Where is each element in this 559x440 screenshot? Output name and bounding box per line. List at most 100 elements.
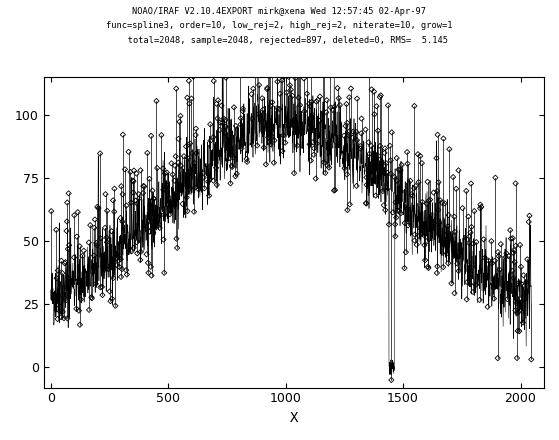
Point [391, 233, 400, 240]
Point [56, 314, 65, 321]
Point [322, 109, 331, 116]
Point [214, 97, 222, 104]
Point [264, 134, 273, 141]
Point [423, 238, 432, 245]
Point [466, 180, 475, 187]
Point [296, 102, 305, 109]
Point [495, 266, 504, 273]
Point [383, 102, 392, 109]
Point [47, 208, 56, 215]
Point [132, 200, 141, 207]
Point [391, 199, 400, 206]
Point [382, 160, 391, 167]
Point [472, 238, 481, 246]
Point [424, 197, 433, 204]
Point [524, 218, 533, 225]
Point [514, 308, 523, 315]
Point [523, 256, 532, 263]
Point [352, 136, 361, 143]
Point [160, 269, 169, 276]
Point [209, 177, 218, 184]
Point [424, 263, 433, 270]
Point [443, 229, 452, 236]
Point [515, 328, 524, 335]
Point [149, 229, 158, 236]
Point [310, 145, 319, 152]
Point [527, 356, 536, 363]
Point [229, 154, 238, 161]
Point [465, 233, 474, 240]
Point [118, 218, 127, 225]
Point [91, 216, 100, 223]
Point [445, 146, 454, 153]
Point [121, 166, 130, 173]
Point [449, 173, 458, 180]
Point [508, 235, 517, 242]
Point [221, 116, 230, 123]
Point [63, 315, 72, 322]
Point [126, 169, 135, 176]
Point [494, 249, 503, 256]
Point [131, 197, 140, 204]
Point [509, 249, 518, 257]
Point [142, 251, 151, 258]
Point [333, 84, 342, 92]
Point [149, 195, 158, 202]
Point [173, 244, 182, 251]
Point [230, 104, 239, 111]
Point [184, 77, 193, 84]
Point [362, 174, 371, 181]
Point [191, 125, 200, 132]
Point [326, 104, 335, 111]
Point [442, 250, 451, 257]
Point [352, 183, 361, 190]
Point [329, 106, 338, 114]
Point [273, 104, 282, 111]
Point [140, 183, 149, 190]
Point [323, 162, 332, 169]
Point [479, 236, 488, 243]
Point [396, 166, 405, 173]
Point [200, 185, 209, 192]
Point [265, 61, 274, 68]
Point [182, 143, 191, 150]
Point [96, 150, 105, 157]
Point [188, 150, 197, 157]
Point [315, 117, 324, 125]
Point [215, 126, 224, 133]
Point [171, 153, 180, 160]
Point [116, 256, 125, 263]
Point [435, 197, 444, 204]
Point [369, 151, 378, 158]
Point [356, 143, 365, 150]
Point [371, 192, 380, 199]
Point [262, 161, 271, 168]
Point [92, 280, 101, 287]
Point [253, 142, 262, 149]
Point [376, 143, 385, 150]
Point [127, 199, 136, 206]
Point [195, 186, 203, 193]
Point [220, 130, 229, 137]
Point [236, 115, 245, 122]
Point [136, 167, 145, 174]
Point [136, 248, 145, 255]
Point [452, 185, 461, 192]
Point [209, 77, 218, 84]
Point [94, 205, 103, 212]
Point [170, 177, 179, 184]
Point [305, 141, 314, 148]
Point [248, 115, 257, 122]
Point [52, 275, 61, 282]
Point [302, 67, 311, 74]
Point [157, 132, 166, 139]
Point [63, 218, 72, 225]
Point [420, 242, 429, 249]
Point [160, 186, 169, 193]
Point [386, 170, 395, 177]
Point [72, 305, 81, 312]
Point [86, 222, 94, 229]
Point [162, 169, 171, 176]
Point [129, 244, 138, 251]
Point [335, 102, 344, 109]
